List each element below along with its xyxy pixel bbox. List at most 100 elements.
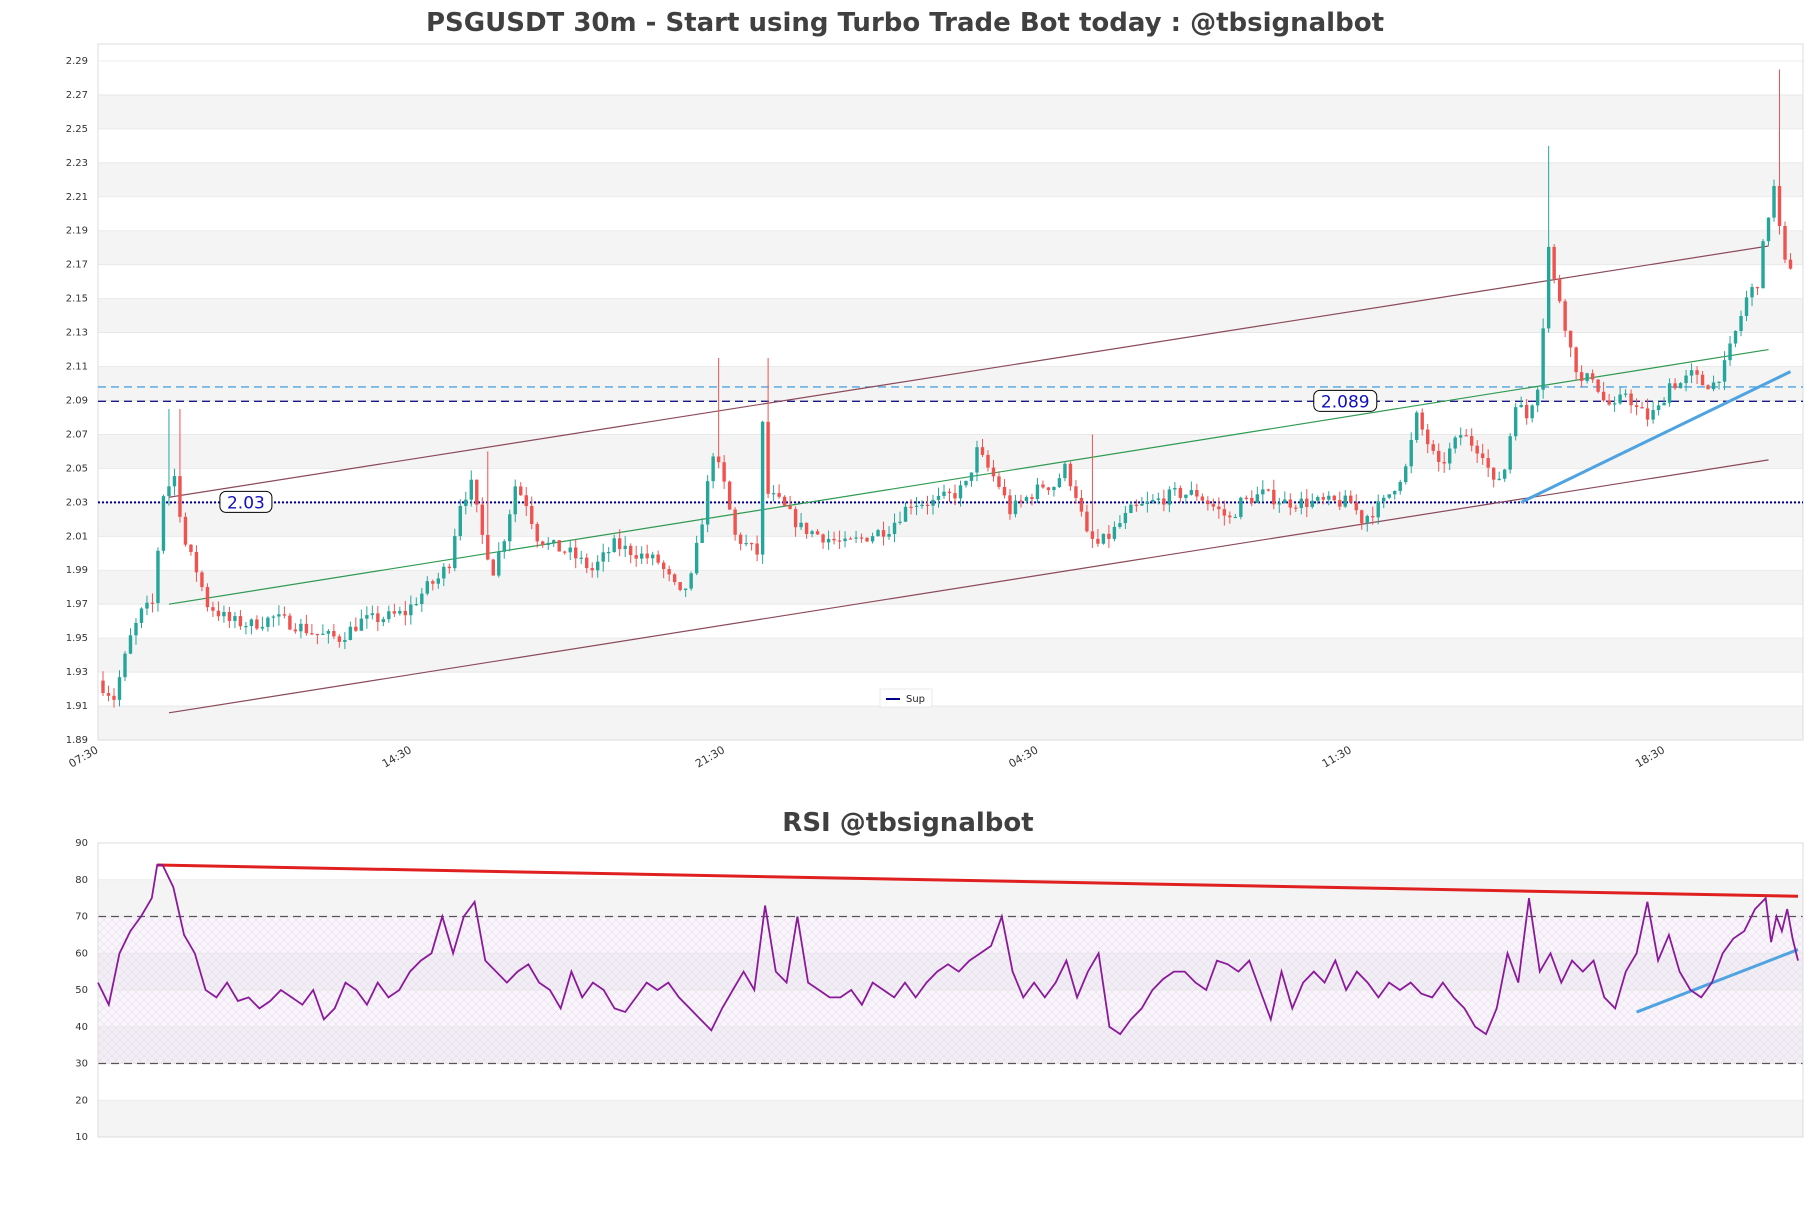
- candle-body: [733, 509, 737, 535]
- candle-body: [1118, 523, 1122, 527]
- y-tick-label: 2.27: [66, 90, 88, 101]
- y-tick-label: 2.11: [66, 362, 88, 373]
- candle-body: [530, 506, 534, 525]
- candle-body: [1574, 347, 1578, 373]
- y-tick-label: 1.97: [66, 599, 88, 610]
- candle-body: [612, 538, 616, 552]
- candle-body: [1607, 400, 1611, 405]
- candle-body: [1415, 412, 1419, 440]
- candle-body: [1162, 498, 1166, 505]
- candle-body: [101, 680, 105, 694]
- candle-body: [1074, 486, 1078, 498]
- candle-body: [1535, 389, 1540, 406]
- candle-body: [1640, 407, 1644, 409]
- candle-body: [343, 639, 347, 642]
- candle-body: [678, 582, 682, 590]
- candle-body: [299, 623, 303, 632]
- candle-body: [337, 636, 342, 642]
- candle-body: [810, 531, 814, 535]
- y-tick-label: 2.13: [66, 328, 88, 339]
- candle-body: [139, 608, 144, 623]
- candle-body: [1134, 504, 1139, 506]
- candle-body: [705, 481, 710, 525]
- candle-body: [1788, 259, 1793, 269]
- candle-body: [480, 504, 484, 535]
- x-tick-label: 04:30: [1006, 743, 1040, 770]
- candle-body: [656, 554, 660, 563]
- trendline: [1520, 370, 1792, 504]
- candle-body: [178, 476, 182, 517]
- candle-body: [255, 619, 259, 629]
- candle-body: [1458, 435, 1463, 438]
- candle-body: [1024, 497, 1029, 501]
- candle-body: [1195, 490, 1199, 497]
- candle-body: [1667, 383, 1672, 403]
- candle-body: [310, 633, 314, 635]
- candle-body: [321, 633, 325, 635]
- candle-body: [1035, 484, 1040, 500]
- candle-body: [672, 574, 677, 583]
- grid-band: [98, 298, 1803, 333]
- candle-body: [585, 557, 589, 569]
- price-level-label: 2.089: [1321, 392, 1370, 412]
- candle-body: [1112, 526, 1117, 539]
- candle-body: [744, 543, 748, 545]
- candle-body: [843, 538, 847, 542]
- candle-body: [694, 542, 699, 574]
- candle-body: [1123, 512, 1128, 524]
- candle-body: [315, 633, 320, 636]
- legend-box: [879, 688, 933, 708]
- main-grid-bands: [98, 60, 1803, 741]
- y-tick-label: 2.07: [66, 429, 88, 440]
- candle-body: [986, 454, 990, 468]
- candle-body: [1437, 450, 1441, 462]
- candle-body: [711, 456, 715, 482]
- candle-body: [903, 506, 908, 522]
- candle-body: [1398, 482, 1402, 491]
- candle-body: [716, 456, 721, 463]
- candle-body: [1371, 515, 1375, 518]
- candle-body: [1332, 495, 1336, 501]
- candle-body: [304, 623, 309, 634]
- candle-body: [1090, 531, 1095, 539]
- trendline: [168, 245, 1769, 498]
- candle-body: [502, 541, 506, 552]
- candle-body: [205, 587, 210, 608]
- candle-body: [1530, 405, 1534, 419]
- candle-body: [771, 493, 776, 495]
- price-level-label: 2.03: [227, 493, 265, 513]
- candle-body: [392, 611, 397, 614]
- candle-body: [1277, 503, 1282, 505]
- grid-band: [98, 94, 1803, 129]
- y-tick-label: 70: [75, 912, 88, 923]
- candle-body: [815, 531, 820, 535]
- candle-body: [150, 602, 155, 604]
- candle-body: [1140, 503, 1144, 506]
- candle-body: [1272, 489, 1276, 505]
- candle-body: [1046, 487, 1051, 491]
- candle-body: [1783, 225, 1787, 260]
- y-tick-label: 50: [75, 985, 88, 996]
- candle-body: [266, 617, 270, 627]
- candle-body: [1382, 497, 1386, 502]
- candle-body: [683, 588, 688, 590]
- y-tick-label: 1.91: [66, 701, 88, 712]
- price-level-tag: [1313, 389, 1378, 412]
- candle-body: [546, 542, 550, 546]
- y-tick-label: 2.01: [66, 531, 88, 542]
- y-tick-label: 1.93: [66, 667, 88, 678]
- candle-body: [1217, 506, 1221, 510]
- candle-body: [1464, 435, 1468, 437]
- candle-body: [1019, 500, 1023, 502]
- candle-body: [1634, 405, 1639, 408]
- x-tick-label: 07:30: [67, 743, 101, 770]
- candle-body: [1480, 453, 1485, 459]
- candle-body: [700, 524, 704, 543]
- y-tick-label: 2.19: [66, 226, 88, 237]
- rsi-plot-frame: [97, 842, 1804, 1138]
- candle-body: [1689, 370, 1694, 376]
- candle-body: [854, 537, 858, 539]
- candle-body: [1744, 297, 1749, 316]
- candle-body: [1222, 509, 1227, 516]
- candle-body: [1728, 343, 1732, 361]
